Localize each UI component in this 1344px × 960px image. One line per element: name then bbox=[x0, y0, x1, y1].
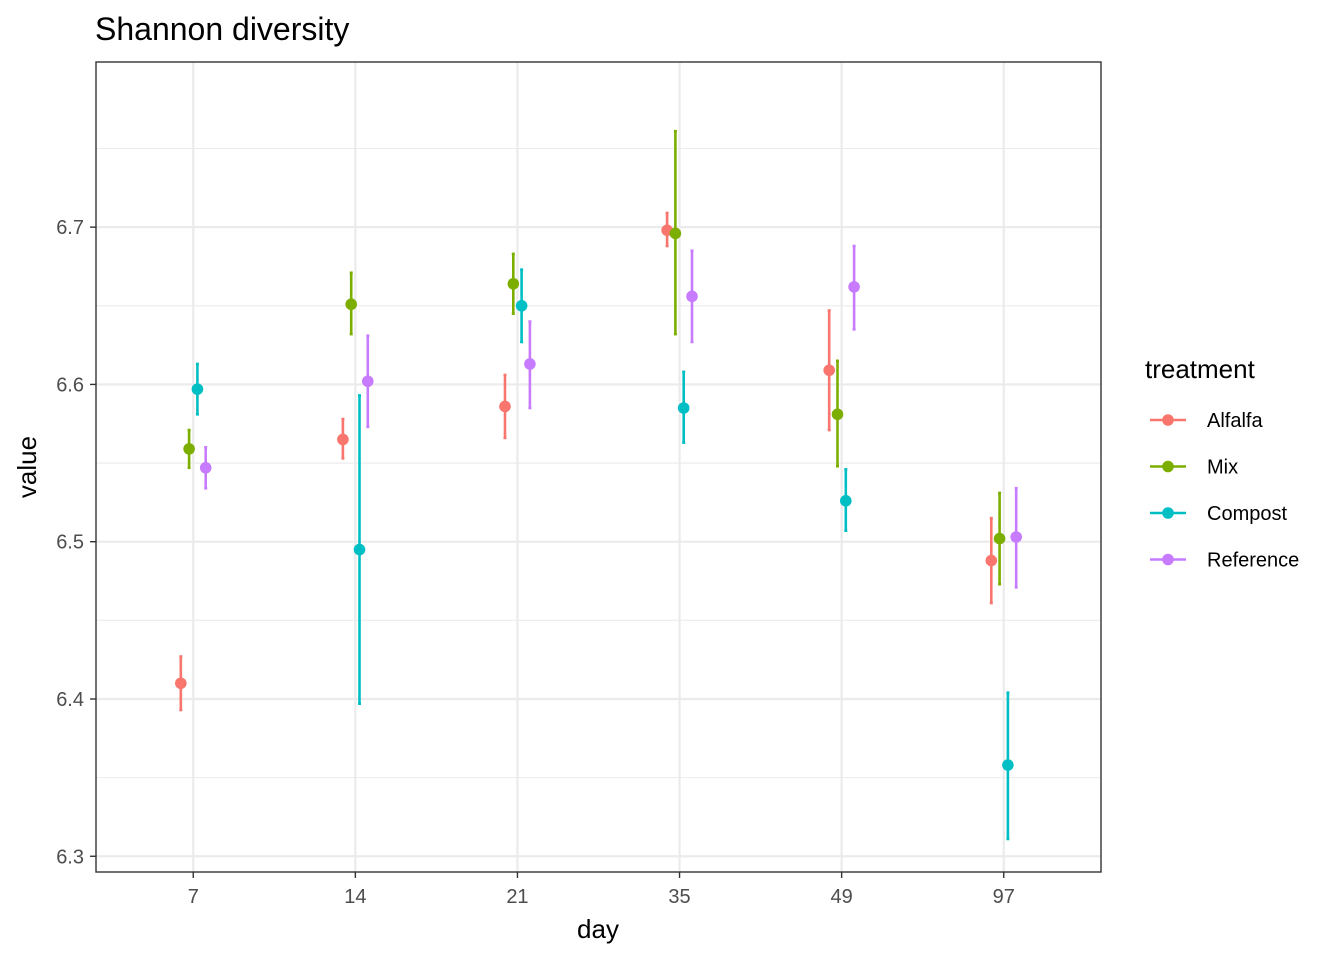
point-compost bbox=[191, 383, 204, 395]
legend-key-point-alfalfa bbox=[1162, 414, 1174, 426]
x-tick-label: 35 bbox=[668, 886, 690, 908]
panel-border bbox=[95, 61, 1102, 873]
point-compost bbox=[515, 299, 528, 312]
point-mix bbox=[831, 408, 844, 421]
legend-key-point-mix bbox=[1162, 460, 1174, 473]
point-reference bbox=[848, 281, 860, 293]
y-tick-label: 6.7 bbox=[56, 217, 84, 239]
legend-key-point-reference bbox=[1162, 553, 1174, 566]
x-tick-label: 49 bbox=[831, 886, 853, 908]
point-mix bbox=[345, 298, 358, 311]
x-tick-label: 21 bbox=[506, 886, 528, 908]
point-compost bbox=[1002, 759, 1014, 771]
point-alfalfa bbox=[823, 364, 835, 377]
point-reference bbox=[362, 375, 374, 388]
chart-title: Shannon diversity bbox=[95, 11, 349, 47]
axes: 6.3 6.4 6.5 6.6 6.7 7 14 21 35 49 97 bbox=[56, 217, 1015, 908]
y-tick-label: 6.4 bbox=[56, 689, 84, 711]
point-mix bbox=[993, 532, 1006, 545]
point-alfalfa bbox=[985, 554, 998, 567]
point-mix bbox=[507, 277, 520, 290]
x-tick-label: 97 bbox=[993, 886, 1015, 908]
grid-lines bbox=[96, 62, 1101, 872]
point-reference bbox=[686, 290, 698, 303]
legend-title: treatment bbox=[1145, 354, 1256, 384]
legend-label-reference: Reference bbox=[1207, 550, 1299, 572]
y-axis-title: value bbox=[12, 436, 42, 498]
x-tick-label: 14 bbox=[344, 886, 366, 908]
point-compost bbox=[677, 402, 690, 414]
data-marks bbox=[175, 129, 1022, 841]
point-alfalfa bbox=[499, 400, 511, 413]
legend: treatment Alfalfa Mix Compost Reference bbox=[1145, 354, 1299, 572]
point-alfalfa bbox=[175, 677, 187, 690]
point-compost bbox=[353, 543, 366, 556]
legend-label-alfalfa: Alfalfa bbox=[1207, 410, 1263, 432]
legend-label-compost: Compost bbox=[1207, 503, 1287, 525]
x-axis-title: day bbox=[577, 914, 619, 944]
y-tick-label: 6.6 bbox=[56, 374, 84, 396]
point-reference bbox=[199, 461, 212, 474]
point-reference bbox=[1010, 531, 1022, 543]
point-mix bbox=[669, 227, 682, 240]
legend-key-point-compost bbox=[1162, 507, 1174, 519]
panel-background bbox=[96, 62, 1101, 872]
point-compost bbox=[839, 495, 852, 507]
y-tick-label: 6.5 bbox=[56, 532, 84, 554]
point-alfalfa bbox=[337, 433, 349, 446]
y-tick-label: 6.3 bbox=[56, 846, 84, 868]
legend-label-mix: Mix bbox=[1207, 457, 1238, 479]
x-tick-label: 7 bbox=[188, 886, 199, 908]
point-mix bbox=[183, 443, 195, 455]
point-reference bbox=[524, 358, 536, 370]
